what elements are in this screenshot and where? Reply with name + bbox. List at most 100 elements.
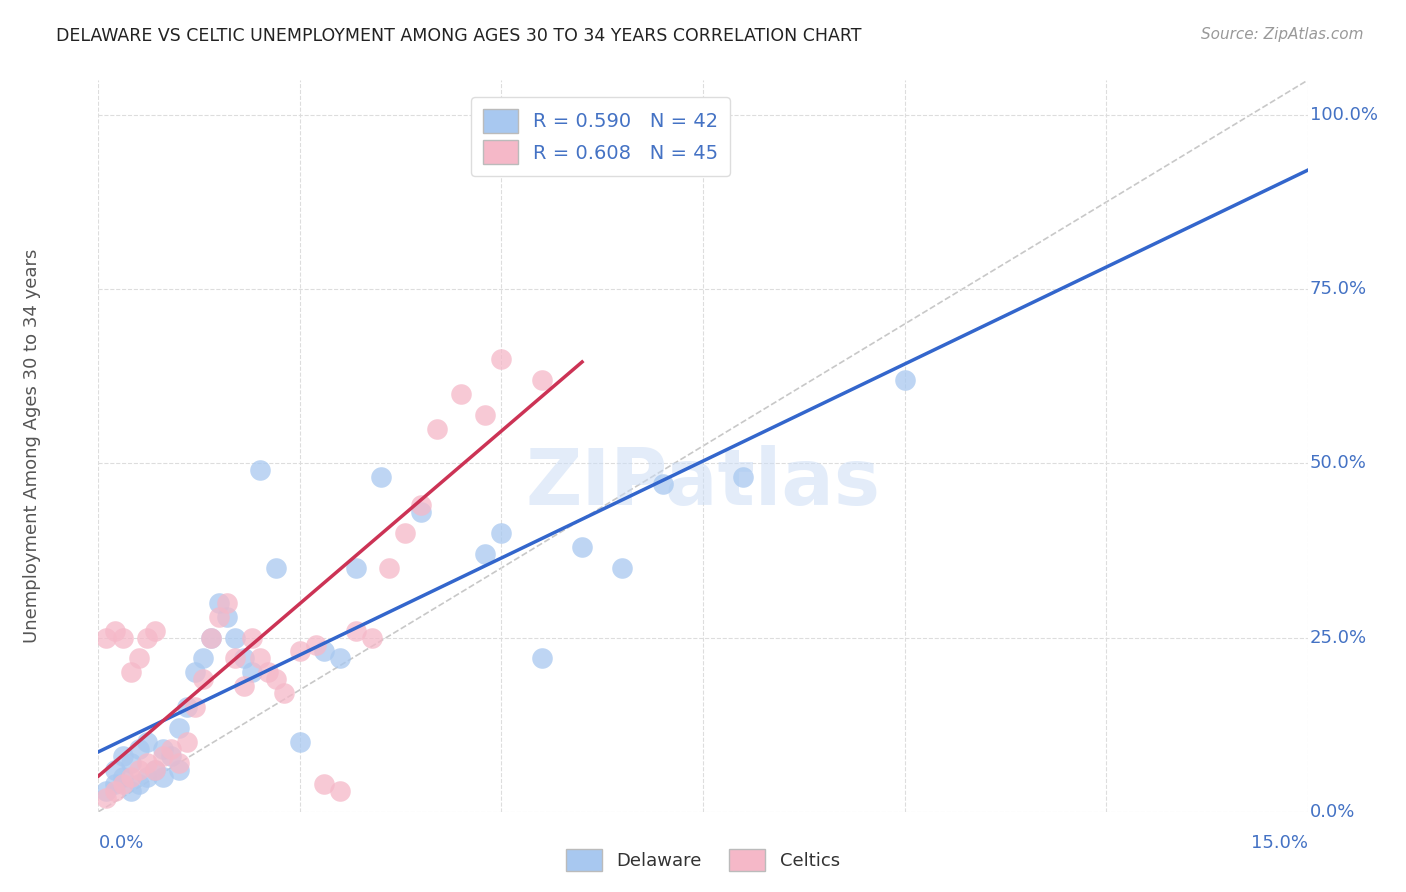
Point [184,700,207,714]
Point [200,631,222,645]
Point [120,756,142,770]
Text: Unemployment Among Ages 30 to 34 years: Unemployment Among Ages 30 to 34 years [22,249,41,643]
Point [571,128,593,143]
Point [167,721,190,735]
Text: 75.0%: 75.0% [1310,280,1367,298]
Point [128,742,150,756]
Text: 0.0%: 0.0% [1310,803,1355,821]
Point [344,561,367,575]
Point [135,631,157,645]
Point [240,665,263,680]
Point [96,790,118,805]
Text: 25.0%: 25.0% [1310,629,1367,647]
Point [103,784,125,798]
Text: 0.0%: 0.0% [98,834,143,852]
Point [120,784,142,798]
Point [143,763,166,777]
Point [288,644,311,658]
Point [217,609,239,624]
Point [344,624,367,638]
Point [249,651,271,665]
Point [232,651,254,665]
Point [96,784,118,798]
Point [176,735,198,749]
Point [409,505,432,519]
Point [143,624,166,638]
Point [426,421,449,435]
Text: 50.0%: 50.0% [1310,454,1367,473]
Point [474,547,496,561]
Point [474,408,496,422]
Point [264,561,287,575]
Point [314,644,336,658]
Point [143,763,166,777]
Point [135,735,157,749]
Point [176,700,198,714]
Point [103,763,125,777]
Point [612,561,634,575]
Point [273,686,295,700]
Point [224,631,246,645]
Point [733,470,755,484]
Point [160,742,183,756]
Point [184,665,207,680]
Text: Source: ZipAtlas.com: Source: ZipAtlas.com [1201,27,1364,42]
Point [394,526,416,541]
Point [111,749,134,764]
Point [377,561,399,575]
Point [120,770,142,784]
Point [491,526,513,541]
Legend: Delaware, Celtics: Delaware, Celtics [560,842,846,879]
Point [135,770,157,784]
Point [651,477,673,491]
Point [111,631,134,645]
Point [370,470,392,484]
Point [530,651,553,665]
Point [111,770,134,784]
Point [450,386,472,401]
Point [305,638,328,652]
Point [128,763,150,777]
Point [249,463,271,477]
Point [530,373,553,387]
Point [208,596,231,610]
Point [128,651,150,665]
Point [491,351,513,366]
Point [409,498,432,512]
Text: 100.0%: 100.0% [1310,106,1378,124]
Point [152,742,174,756]
Point [361,631,384,645]
Point [200,631,222,645]
Point [224,651,246,665]
Point [111,777,134,791]
Text: DELAWARE VS CELTIC UNEMPLOYMENT AMONG AGES 30 TO 34 YEARS CORRELATION CHART: DELAWARE VS CELTIC UNEMPLOYMENT AMONG AG… [56,27,862,45]
Point [193,651,215,665]
Point [264,673,287,687]
Legend: R = 0.590   N = 42, R = 0.608   N = 45: R = 0.590 N = 42, R = 0.608 N = 45 [471,97,730,176]
Point [208,609,231,624]
Point [217,596,239,610]
Point [329,651,352,665]
Point [167,756,190,770]
Point [571,540,593,554]
Point [135,756,157,770]
Point [314,777,336,791]
Point [160,749,183,764]
Point [103,777,125,791]
Text: 15.0%: 15.0% [1250,834,1308,852]
Text: ZIPatlas: ZIPatlas [526,444,880,521]
Point [893,373,915,387]
Point [152,749,174,764]
Point [256,665,278,680]
Point [152,770,174,784]
Point [103,624,125,638]
Point [240,631,263,645]
Point [167,763,190,777]
Point [128,777,150,791]
Point [120,665,142,680]
Point [288,735,311,749]
Point [96,631,118,645]
Point [329,784,352,798]
Point [193,673,215,687]
Point [232,679,254,693]
